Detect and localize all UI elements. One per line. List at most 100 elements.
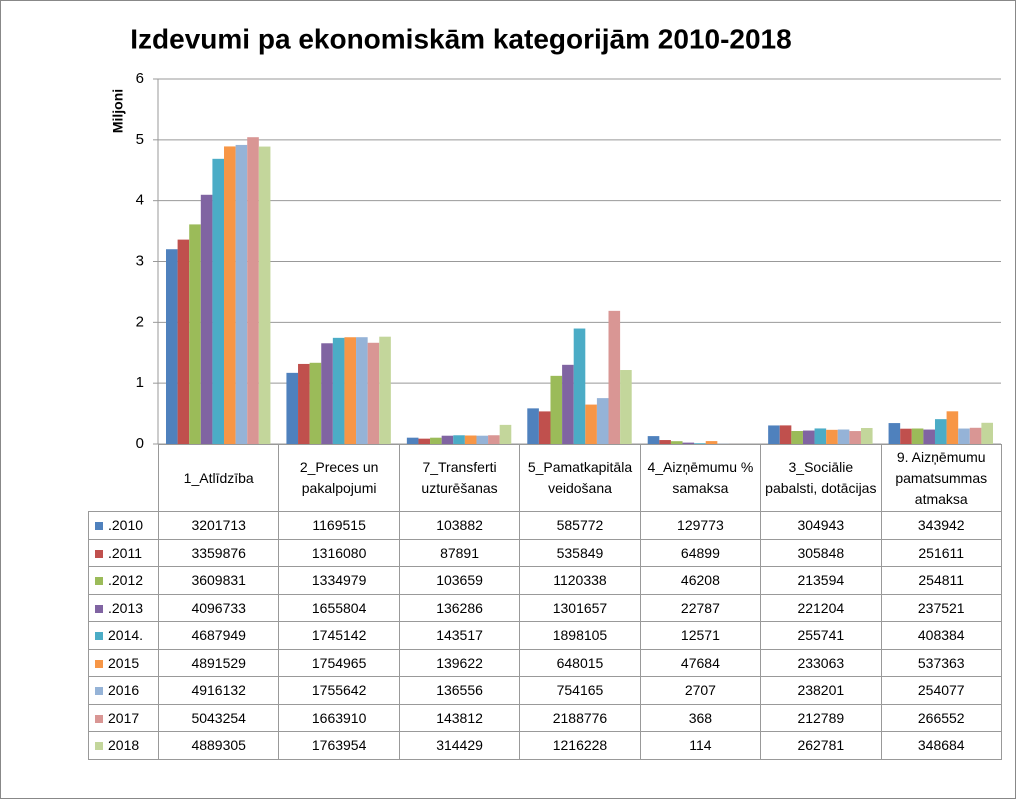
table-cell: 46208	[639, 566, 762, 595]
table-cell: 87891	[398, 538, 521, 567]
table-cell: 754165	[519, 676, 641, 705]
table-cell: 22787	[639, 593, 762, 622]
table-row: 2016 4916132 1755642 136556 754165 2707 238201…	[88, 676, 1002, 705]
table-cell: 262781	[760, 731, 882, 760]
bar	[849, 431, 861, 444]
table-cell: 1216228	[519, 731, 641, 760]
legend-entry: .2012	[88, 566, 159, 595]
legend-entry: .2011	[88, 538, 159, 567]
table-cell: 47684	[639, 648, 762, 677]
table-cell: 221204	[760, 593, 882, 622]
table-cell: 136556	[398, 676, 521, 705]
bar	[189, 224, 201, 444]
legend-label: .2011	[108, 544, 142, 561]
legend-entry: .2013	[88, 593, 159, 622]
y-tick-label: 4	[136, 192, 144, 209]
legend-key	[95, 714, 103, 723]
bar	[367, 342, 380, 444]
bar	[453, 435, 465, 444]
data-table: 1_Atlīdzība 2_Preces un pakalpojumi 7_Tran…	[88, 444, 1002, 760]
table-cell: 237521	[880, 593, 1002, 622]
bar	[826, 429, 838, 444]
table-cell: 537363	[880, 648, 1002, 677]
bar	[768, 425, 780, 444]
table-cell: 1301657	[519, 593, 641, 622]
table-cell: 254077	[880, 676, 1002, 705]
category-label: 1_Atlīdzība	[157, 444, 280, 512]
bar	[573, 328, 586, 444]
table-cell: 266552	[880, 703, 1002, 732]
legend-key	[95, 604, 103, 613]
table-cell: 64899	[639, 538, 762, 567]
bar	[418, 438, 431, 444]
chart-title: Izdevumi pa ekonomiskām kategorijām 2010…	[130, 23, 791, 54]
table-cell: 2188776	[519, 703, 641, 732]
legend-entry: .2010	[88, 511, 159, 540]
legend-entry: 2015	[88, 648, 159, 677]
table-cell: 254811	[880, 566, 1002, 595]
bar	[802, 430, 815, 444]
table-cell: 1334979	[278, 566, 400, 595]
bar	[981, 422, 993, 444]
bar	[958, 428, 970, 444]
legend-entry: 2018	[88, 731, 159, 760]
table-cell: 143812	[398, 703, 521, 732]
table-cell: 1754965	[278, 648, 400, 677]
table-cell: 1755642	[278, 676, 400, 705]
bar	[379, 336, 391, 444]
table-cell: 238201	[760, 676, 882, 705]
legend-key	[95, 549, 103, 558]
table-cell: 1763954	[278, 731, 400, 760]
legend-label: 2017	[108, 709, 140, 726]
table-cell: 4096733	[157, 593, 280, 622]
bar	[332, 337, 345, 444]
table-cell: 648015	[519, 648, 641, 677]
table-cell: 129773	[639, 511, 762, 540]
bar	[441, 435, 454, 444]
table-cell: 139622	[398, 648, 521, 677]
table-cell: 255741	[760, 621, 882, 650]
table-cell: 535849	[519, 538, 641, 567]
table-cell: 1898105	[519, 621, 641, 650]
table-cell: 2707	[639, 676, 762, 705]
table-cell: 4916132	[157, 676, 280, 705]
bar	[562, 364, 574, 444]
bar	[694, 443, 706, 444]
table-cell: 136286	[398, 593, 521, 622]
bar	[406, 437, 419, 444]
bar	[596, 398, 609, 444]
legend-label: .2012	[108, 572, 144, 589]
table-cell: 212789	[760, 703, 882, 732]
bar	[779, 425, 792, 444]
y-tick-label: 3	[136, 252, 144, 269]
y-tick-label: 1	[136, 374, 144, 391]
category-label: 4_Aizņēmumu % samaksa	[639, 444, 762, 512]
table-row: .2011 3359876 1316080 87891 535849 64899 30584…	[88, 538, 1002, 567]
y-tick-label: 5	[136, 131, 144, 148]
table-cell: 1745142	[278, 621, 400, 650]
table-cell: 103659	[398, 566, 521, 595]
bar	[814, 428, 827, 444]
bar	[705, 441, 718, 444]
legend-label: .2010	[108, 517, 144, 534]
category-label: 7_Transferti uzturēšanas	[398, 444, 521, 512]
table-cell: 5043254	[157, 703, 280, 732]
y-tick-label: 0	[136, 435, 144, 452]
bar	[258, 146, 271, 445]
bar	[356, 337, 368, 444]
bar	[585, 404, 597, 444]
bar	[550, 375, 563, 444]
table-row: 2018 4889305 1763954 314429 1216228 114 262781…	[88, 731, 1002, 760]
table-cell: 305848	[760, 538, 882, 567]
bar	[247, 137, 259, 445]
table-cell: 1663910	[278, 703, 400, 732]
table-cell: 233063	[760, 648, 882, 677]
table-row: .2013 4096733 1655804 136286 1301657 22787 221…	[88, 593, 1002, 622]
table-cell: 343942	[880, 511, 1002, 540]
legend-key	[95, 577, 103, 586]
bar	[946, 411, 959, 444]
bar	[527, 408, 539, 444]
legend-key	[95, 522, 103, 531]
table-cell: 103882	[398, 511, 521, 540]
